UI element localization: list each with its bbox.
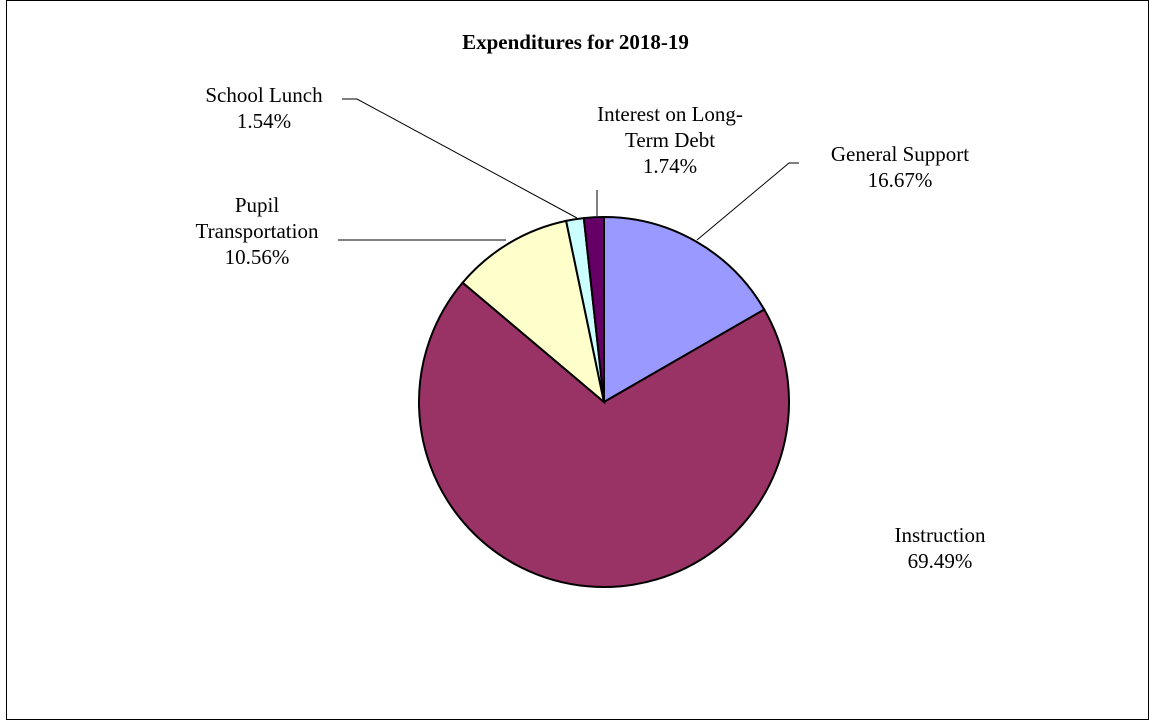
slice-label: School Lunch 1.54% bbox=[205, 83, 323, 133]
slice-name-label: School Lunch bbox=[205, 83, 323, 107]
pie-slice bbox=[418, 281, 790, 588]
slice-name-label: Interest on Long- bbox=[597, 102, 743, 126]
pie-slice bbox=[461, 219, 606, 405]
slice-label: Interest on Long-Term Debt 1.74% bbox=[597, 102, 743, 178]
pie-slice bbox=[603, 215, 766, 404]
slice-name-label: Transportation bbox=[196, 219, 319, 243]
slice-name-label: General Support bbox=[831, 142, 969, 166]
leader-line bbox=[696, 162, 799, 241]
slice-percent-label: 1.74% bbox=[643, 154, 697, 178]
slice-label: General Support 16.67% bbox=[831, 142, 969, 192]
slice-percent-label: 69.49% bbox=[908, 549, 973, 573]
slice-percent-label: 16.67% bbox=[868, 168, 933, 192]
pie-slice bbox=[582, 215, 605, 403]
slice-label: Pupil Transportation 10.56% bbox=[196, 193, 319, 269]
slice-name-label: Pupil bbox=[235, 193, 280, 217]
slice-label: Instruction 69.49% bbox=[895, 523, 986, 573]
leader-line bbox=[342, 98, 578, 219]
slice-name-label: Instruction bbox=[895, 523, 986, 547]
slice-name-label: Term Debt bbox=[625, 128, 715, 152]
chart-title: Expenditures for 2018-19 bbox=[462, 30, 689, 54]
slice-percent-label: 10.56% bbox=[225, 245, 290, 269]
slice-percent-label: 1.54% bbox=[237, 109, 291, 133]
